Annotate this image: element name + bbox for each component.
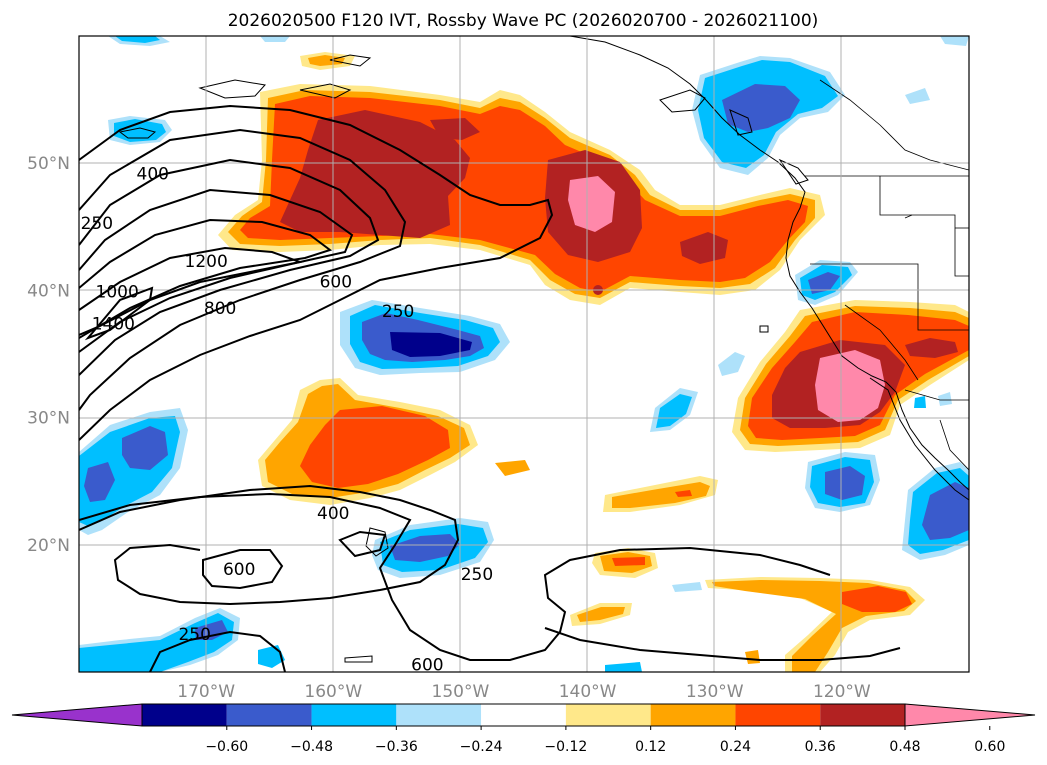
lon-tick-label: 160°W (304, 682, 362, 702)
contour-label: 400 (137, 164, 169, 184)
latitude-tick-labels: 50°N 40°N 30°N 20°N (27, 154, 70, 556)
contour-label: 600 (223, 560, 255, 580)
negative-anomaly-hawaii (372, 518, 494, 578)
contour-labels: 250 400 1200 1000 1400 800 600 250 400 600 250 250 6… (81, 164, 494, 675)
map-gridlines (79, 36, 969, 672)
lon-tick-label: 150°W (432, 682, 490, 702)
colorbar-segment (311, 704, 397, 726)
negative-anomaly-west-subtropics (79, 408, 188, 535)
colorbar-tick-label: 0.12 (635, 739, 666, 755)
contour-label: 1400 (92, 314, 135, 334)
lon-tick-label: 130°W (686, 682, 744, 702)
contour-label: 1200 (185, 252, 228, 272)
contour-label: 250 (382, 302, 414, 322)
lon-tick-label: 170°W (177, 682, 235, 702)
colorbar-tick-label: 0.36 (805, 739, 836, 755)
colorbar-tick-label: 0.48 (889, 739, 920, 755)
figure-title: 2026020500 F120 IVT, Rossby Wave PC (202… (228, 11, 819, 31)
lat-tick-label: 30°N (27, 409, 70, 429)
colorbar-tick-label: 0.24 (720, 739, 751, 755)
colorbar-segment (226, 704, 312, 726)
colorbar-tick-label: 0.60 (974, 739, 1005, 755)
colorbar-segment (735, 704, 821, 726)
negative-anomaly-gulf-of-alaska (108, 36, 969, 672)
positive-anomaly-california (732, 300, 969, 452)
colorbar-segment (650, 704, 736, 726)
colorbar-segment (565, 704, 651, 726)
contour-label: 600 (411, 655, 443, 675)
rossby-wave-contours (79, 104, 901, 672)
map-frame (78, 35, 970, 673)
lon-tick-label: 140°W (559, 682, 617, 702)
colorbar-tick-label: −0.48 (290, 739, 333, 755)
negative-anomaly-east-pacific (650, 260, 969, 560)
colorbar-outline (141, 703, 906, 727)
lon-tick-label: 120°W (813, 682, 871, 702)
map-panel: 250 400 1200 1000 1400 800 600 250 400 600 250 250 6… (78, 35, 970, 675)
positive-anomaly-pacific-jet (218, 84, 825, 305)
colorbar-segment (142, 704, 227, 726)
positive-anomaly-subtropics (258, 52, 925, 672)
contour-label: 800 (204, 299, 236, 319)
coastlines (118, 36, 969, 663)
contour-label: 250 (178, 625, 210, 645)
colorbar-segment (820, 704, 905, 726)
negative-anomaly-central-pacific (340, 300, 510, 375)
colorbar-tick-label: −0.12 (544, 739, 587, 755)
contour-label: 250 (81, 214, 113, 234)
colorbar-extend-low (11, 703, 143, 727)
colorbar-tick-label: −0.36 (375, 739, 418, 755)
colorbar-extend-high (904, 703, 1036, 727)
contour-label: 250 (461, 565, 493, 585)
lat-tick-label: 20°N (27, 536, 70, 556)
colorbar-tick-label: −0.60 (205, 739, 248, 755)
contour-label: 400 (317, 504, 349, 524)
colorbar-segment (396, 704, 482, 726)
contour-label: 600 (320, 272, 352, 292)
longitude-tick-labels: 170°W 160°W 150°W 140°W 130°W 120°W (177, 682, 871, 702)
lat-tick-label: 40°N (27, 281, 70, 301)
colorbar-segment (481, 704, 566, 726)
colorbar: −0.60 −0.48 −0.36 −0.24 −0.12 0.12 0.24 0.36 0.4… (11, 703, 1036, 755)
negative-anomaly-south-west (79, 608, 285, 672)
contour-label: 1000 (96, 283, 139, 303)
lat-tick-label: 50°N (27, 154, 70, 174)
political-boundaries (805, 79, 969, 471)
colorbar-tick-label: −0.24 (460, 739, 503, 755)
